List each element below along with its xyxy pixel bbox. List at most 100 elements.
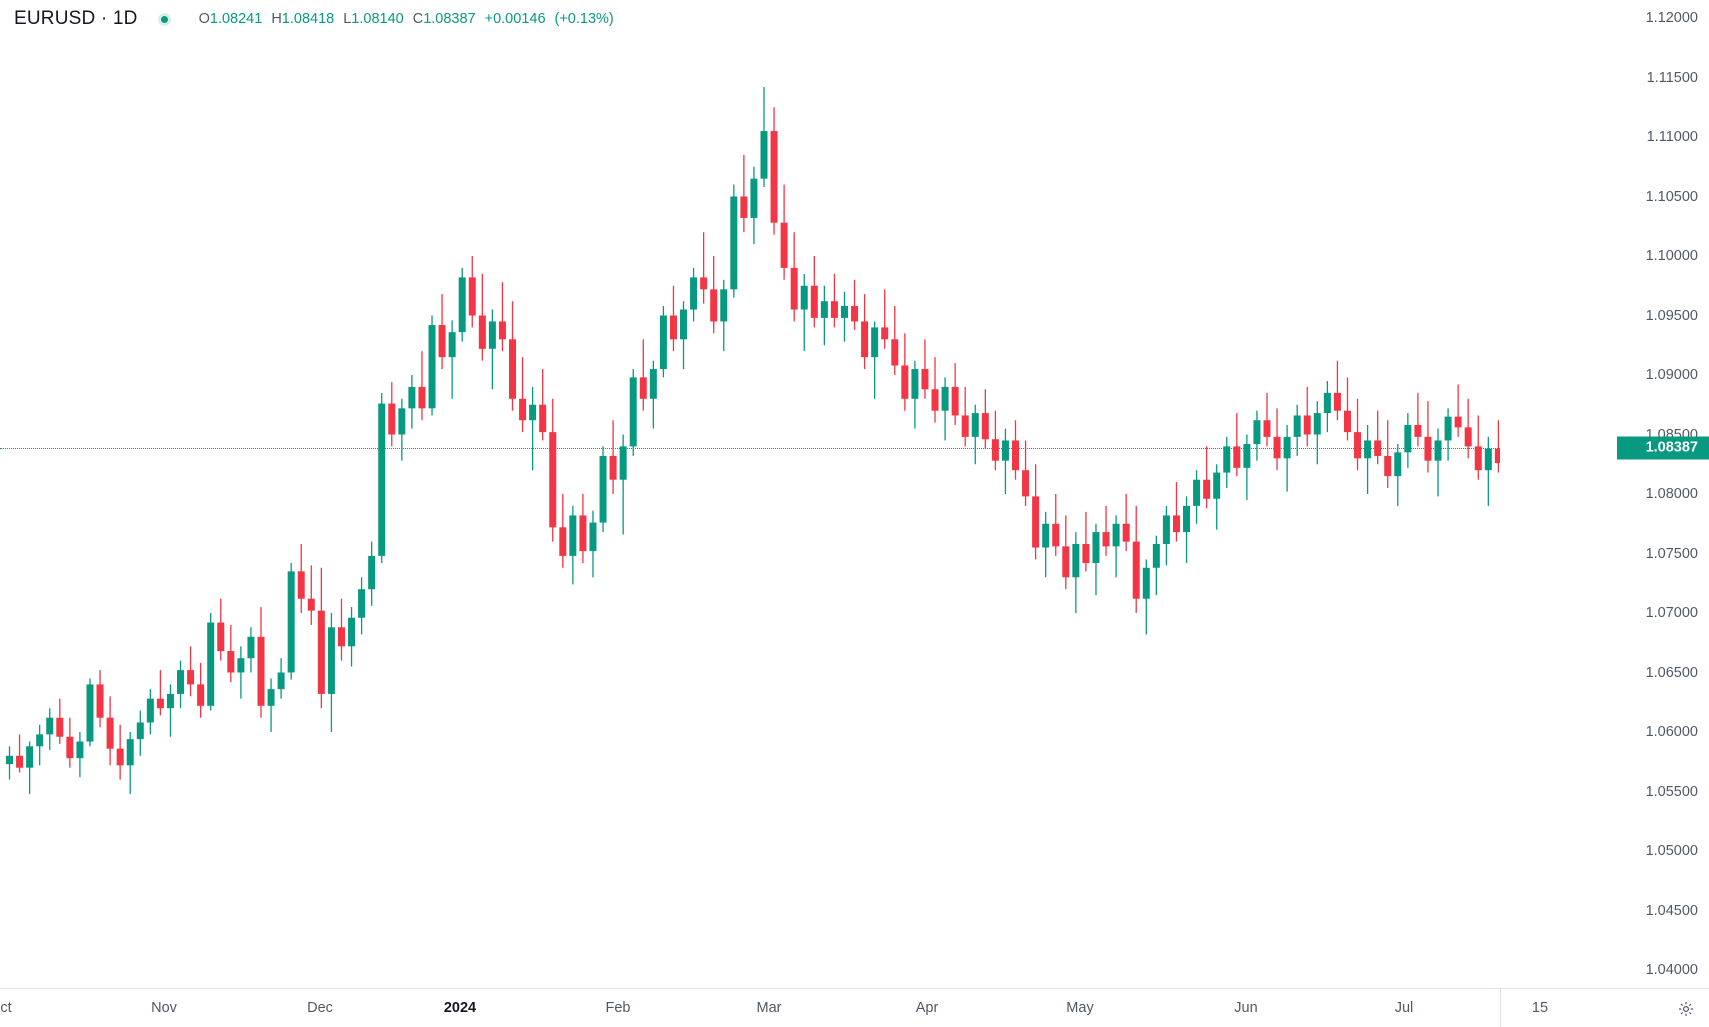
candle-body	[659, 315, 667, 370]
candle-body	[951, 386, 959, 416]
chart-pane[interactable]	[0, 0, 1500, 988]
candle-body	[448, 332, 456, 358]
candle-body	[1484, 448, 1492, 471]
candle-body	[539, 404, 547, 433]
candle-body	[1193, 479, 1201, 506]
candle-body	[901, 365, 909, 399]
candle-body	[1172, 515, 1180, 533]
candle-body	[1354, 432, 1362, 459]
ohlc-open: O1.08241	[199, 11, 263, 27]
ohlc-open-value: 1.08241	[209, 11, 263, 27]
candle-body	[337, 627, 345, 647]
candle-body	[1042, 523, 1050, 548]
gear-icon[interactable]	[1675, 998, 1697, 1020]
candle-body	[146, 698, 154, 723]
change-percent: (+0.13%)	[554, 11, 614, 27]
price-tick: 1.06000	[1645, 724, 1698, 740]
candle-body	[1333, 392, 1341, 411]
candle-body	[770, 131, 778, 223]
candle-body	[579, 515, 587, 552]
candle-body	[981, 413, 989, 440]
time-tick: ct	[0, 1000, 12, 1016]
candle-body	[116, 748, 124, 766]
candle-body	[649, 369, 657, 399]
ohlc-close-label: C	[412, 11, 424, 27]
price-tick: 1.07500	[1645, 545, 1698, 562]
candle-body	[106, 717, 114, 749]
candle-body	[1283, 436, 1291, 459]
price-tick: 1.09500	[1645, 307, 1698, 324]
candle-body	[961, 415, 969, 437]
candle-body	[760, 131, 768, 179]
candle-body	[1494, 448, 1500, 464]
candle-body	[710, 289, 718, 322]
time-tick: 15	[1531, 1000, 1549, 1016]
price-axis[interactable]: 1.12000 1.11500 1.11000 1.10500 1.10000 1.095…	[1500, 0, 1709, 988]
change-absolute: +0.00146	[484, 11, 546, 27]
candle-body	[1394, 452, 1402, 477]
candle-body	[780, 222, 788, 268]
price-tick: 1.08000	[1645, 486, 1698, 502]
candle-body	[871, 327, 879, 358]
candle-body	[136, 722, 144, 740]
candle-body	[348, 617, 356, 647]
candle-body	[1414, 424, 1422, 437]
candle-body	[840, 305, 848, 318]
ohlc-open-label: O	[198, 11, 210, 27]
candle-body	[740, 196, 748, 218]
candle-body	[1384, 455, 1392, 477]
candle-body	[26, 746, 34, 768]
candle-body	[921, 369, 929, 390]
candle-body	[317, 610, 325, 694]
ohlc-low: L1.08140	[343, 11, 404, 27]
price-tick: 1.10500	[1645, 188, 1698, 205]
candle-body	[428, 325, 436, 409]
time-tick: Apr	[915, 1000, 939, 1016]
ohlc-high: H1.08418	[271, 11, 334, 27]
candle-body	[1162, 515, 1170, 544]
candle-body	[418, 386, 426, 409]
current-price-line	[0, 447, 1500, 449]
price-tick: 1.04500	[1645, 902, 1698, 919]
candle-body	[609, 455, 617, 480]
candle-body	[166, 693, 174, 709]
candle-body	[891, 339, 899, 366]
candle-body	[1223, 446, 1231, 473]
candle-body	[629, 377, 637, 447]
symbol-title[interactable]: EURUSD · 1D	[14, 8, 138, 29]
candle-body	[529, 404, 537, 421]
candle-body	[297, 571, 305, 599]
candle-body	[991, 439, 999, 461]
candle-body	[971, 413, 979, 437]
candle-body	[1434, 440, 1442, 461]
time-tick: Dec	[307, 1000, 333, 1016]
candle-body	[56, 717, 64, 737]
candle-body	[1203, 479, 1211, 499]
candle-body	[1092, 532, 1100, 564]
candle-body	[680, 309, 688, 340]
candle-body	[1152, 543, 1160, 568]
time-axis[interactable]: ct Nov Dec 2024 Feb Mar Apr May Jun Jul 15	[0, 988, 1709, 1027]
ohlc-high-label: H	[271, 11, 282, 27]
candle-body	[1233, 446, 1241, 468]
candle-body	[589, 522, 597, 552]
candle-body	[368, 555, 376, 590]
candle-body	[66, 736, 74, 759]
candle-body	[861, 321, 869, 358]
candle-body	[76, 741, 84, 759]
price-tick: 1.11500	[1646, 69, 1698, 86]
candle-body	[1444, 416, 1452, 441]
candle-body	[1072, 543, 1080, 578]
candle-body	[498, 321, 506, 340]
price-tick: 1.10000	[1645, 248, 1698, 264]
candle-body	[86, 684, 94, 742]
time-tick: Jul	[1394, 1000, 1414, 1016]
price-tick: 1.05500	[1645, 783, 1698, 800]
candle-body	[156, 698, 164, 709]
candle-body	[1022, 470, 1030, 497]
candle-body	[1142, 567, 1150, 599]
candle-body	[207, 622, 215, 706]
candle-body	[790, 267, 798, 310]
candle-body	[720, 289, 728, 322]
